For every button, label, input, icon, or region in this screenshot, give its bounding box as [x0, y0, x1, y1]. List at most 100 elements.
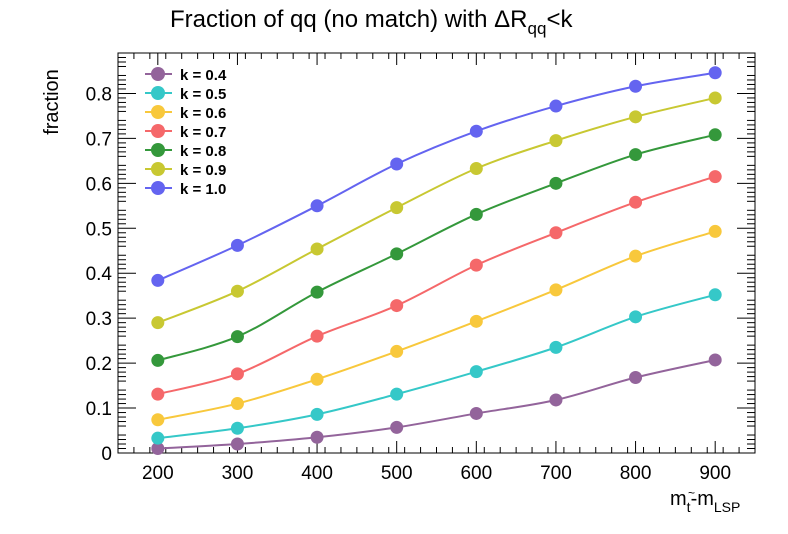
- data-point: [549, 393, 563, 407]
- y-tick-label: 0.5: [86, 219, 112, 240]
- data-point: [629, 148, 643, 162]
- data-point: [469, 258, 483, 272]
- data-point: [629, 195, 643, 209]
- series-k-0-5: [151, 288, 722, 445]
- y-tick-label: 0.2: [86, 354, 112, 375]
- data-point: [151, 413, 165, 427]
- legend-marker: [151, 162, 165, 176]
- legend-entry: k = 0.4: [145, 67, 227, 84]
- legend-label: k = 1.0: [180, 181, 226, 198]
- x-axis-label-sub2: LSP: [714, 499, 740, 515]
- data-point: [390, 299, 404, 313]
- data-point: [549, 176, 563, 190]
- y-tick-label: 0.4: [86, 264, 113, 285]
- data-point: [549, 283, 563, 297]
- chart-title-symbol: ΔR: [494, 6, 527, 33]
- chart-title-subscript: qq: [528, 19, 547, 38]
- data-point: [310, 430, 324, 444]
- data-point: [390, 387, 404, 401]
- x-tick-label: 700: [540, 463, 572, 484]
- data-point: [469, 314, 483, 328]
- data-point: [549, 134, 563, 148]
- data-point: [469, 406, 483, 420]
- data-point: [230, 367, 244, 381]
- data-point: [151, 273, 165, 287]
- data-point: [310, 242, 324, 256]
- legend-entry: k = 0.5: [145, 86, 226, 103]
- data-point: [151, 387, 165, 401]
- legend-entry: k = 0.8: [145, 143, 226, 160]
- x-tick-label: 600: [460, 463, 492, 484]
- x-axis-label: mt-mLSP: [670, 488, 740, 515]
- data-point: [151, 431, 165, 445]
- x-tick-label: 300: [222, 463, 254, 484]
- data-point: [629, 370, 643, 384]
- y-tick-label: 0.6: [86, 174, 112, 195]
- legend-label: k = 0.9: [180, 162, 226, 179]
- series-k-0-4: [151, 353, 722, 456]
- data-point: [469, 207, 483, 221]
- axis-tick-labels: 200 300 400 500 600 700 800 900 0 0.1 0.2 0.3 0.4 0.5…: [86, 84, 731, 484]
- data-point: [151, 316, 165, 330]
- series-line: [157, 96, 716, 324]
- data-point: [230, 284, 244, 298]
- data-point: [310, 285, 324, 299]
- data-point: [708, 170, 722, 184]
- data-point: [708, 353, 722, 367]
- x-axis-label-main: m: [670, 488, 687, 510]
- data-point: [390, 247, 404, 261]
- data-point: [310, 407, 324, 421]
- chart-title: Fraction of qq (no match) with ΔRqq<k: [170, 6, 573, 38]
- data-point: [708, 288, 722, 302]
- data-point: [151, 442, 165, 456]
- series-line: [157, 175, 716, 396]
- y-axis-label: fraction: [41, 69, 63, 135]
- legend-marker: [151, 143, 165, 157]
- series-k-0-6: [151, 224, 722, 427]
- chart-title-prefix: Fraction of qq (no match) with: [170, 6, 494, 33]
- legend-entry: k = 0.7: [145, 124, 226, 141]
- data-point: [469, 124, 483, 138]
- data-point: [310, 199, 324, 213]
- x-axis-label-tilde: ~: [688, 486, 695, 500]
- legend-marker: [151, 67, 165, 81]
- data-point: [310, 372, 324, 386]
- data-point: [230, 238, 244, 252]
- data-point: [230, 330, 244, 344]
- legend-label: k = 0.6: [180, 105, 226, 122]
- data-point: [549, 340, 563, 354]
- data-point: [390, 420, 404, 434]
- series-line: [157, 71, 716, 282]
- data-point: [629, 310, 643, 324]
- x-axis-label-sub1: t: [687, 499, 691, 515]
- legend-marker: [151, 181, 165, 195]
- data-point: [230, 421, 244, 435]
- data-point: [310, 329, 324, 343]
- data-point: [390, 157, 404, 171]
- data-point: [549, 99, 563, 113]
- y-tick-label: 0: [101, 444, 112, 465]
- x-tick-label: 900: [699, 463, 731, 484]
- data-point: [390, 344, 404, 358]
- data-point: [708, 128, 722, 142]
- y-tick-label: 0.1: [86, 399, 112, 420]
- y-tick-label: 0.8: [86, 84, 112, 105]
- data-point: [708, 66, 722, 80]
- series-k-1-0: [151, 66, 722, 287]
- y-tick-label: 0.7: [86, 129, 112, 150]
- series-group: [151, 66, 722, 456]
- data-point: [230, 397, 244, 411]
- legend-marker: [151, 86, 165, 100]
- chart-title-suffix: <k: [546, 6, 573, 33]
- series-k-0-7: [151, 170, 722, 401]
- legend-entry: k = 0.9: [145, 162, 226, 179]
- legend-marker: [151, 105, 165, 119]
- data-point: [708, 91, 722, 105]
- series-k-0-8: [151, 128, 722, 367]
- data-point: [629, 79, 643, 93]
- data-point: [708, 224, 722, 238]
- legend-entry: k = 1.0: [145, 181, 226, 198]
- legend: k = 0.4 k = 0.5 k = 0.6 k = 0.7 k = 0.8 k = 0…: [145, 67, 227, 198]
- series-line: [157, 230, 716, 421]
- legend-label: k = 0.8: [180, 143, 226, 160]
